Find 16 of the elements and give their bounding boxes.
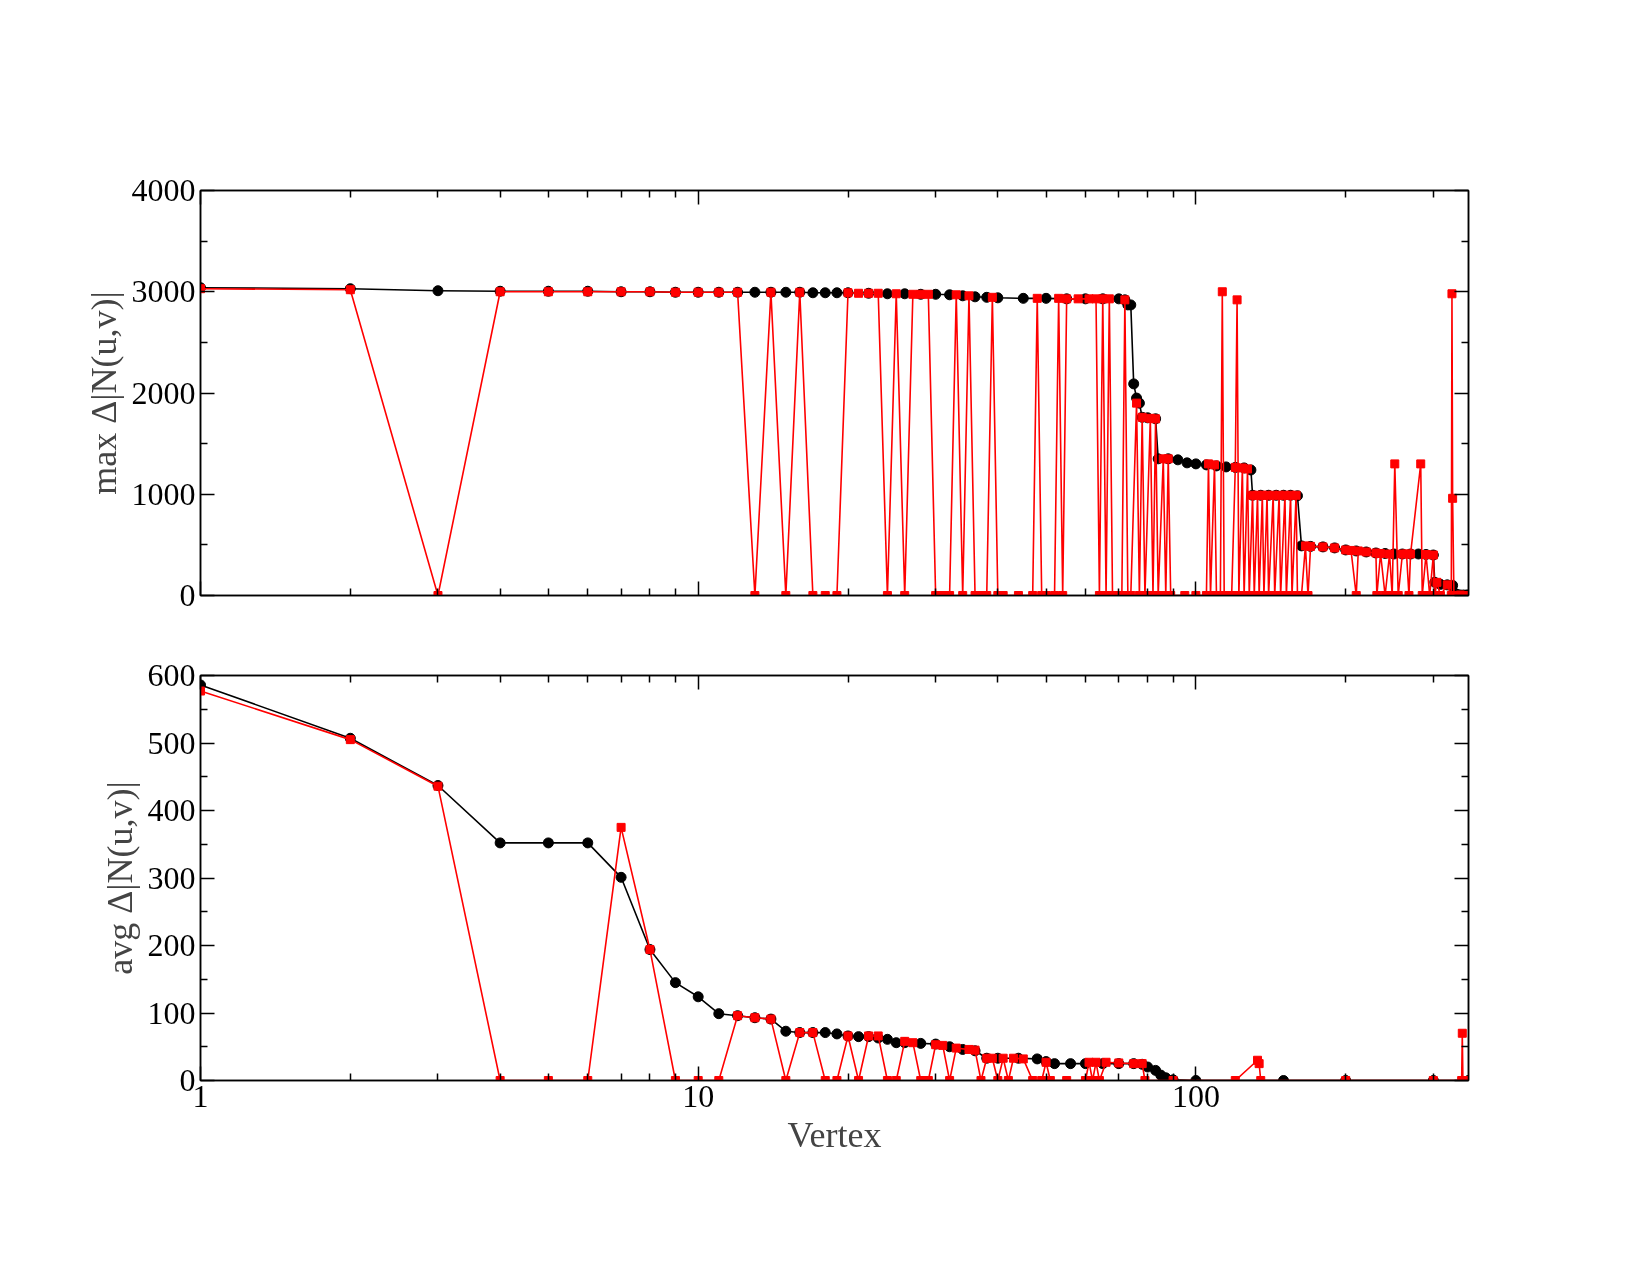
x-axis-title: Vertex [787, 1114, 882, 1155]
y-tick-label: 1000 [131, 475, 196, 512]
y-tick-label: 600 [147, 657, 196, 693]
y-tick-label: 500 [147, 724, 196, 761]
y-tick-label: 0 [179, 577, 196, 613]
y-tick-label: 4000 [131, 172, 196, 208]
y-tick-label: 100 [147, 994, 196, 1031]
y-tick-label: 300 [147, 859, 196, 896]
y-axis-title: avg Δ|N(u,v)| [99, 781, 140, 975]
y-tick-label: 400 [147, 792, 196, 828]
y-axis-title: max Δ|N(u,v)| [83, 291, 124, 495]
y-tick-label: 200 [147, 927, 196, 963]
x-tick-label: 10 [682, 1077, 715, 1114]
x-tick-label: 100 [1171, 1077, 1220, 1114]
y-tick-label: 3000 [131, 273, 196, 310]
y-tick-label: 2000 [131, 374, 196, 411]
